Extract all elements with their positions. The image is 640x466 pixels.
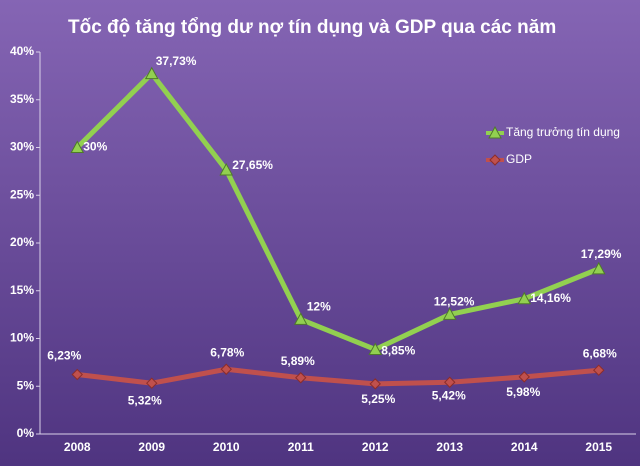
marker: [518, 371, 530, 383]
data-label: 37,73%: [156, 54, 197, 68]
data-label: 8,85%: [381, 344, 415, 358]
y-tick-label: 10%: [10, 331, 34, 345]
data-label: 5,25%: [361, 392, 395, 406]
y-tick-label: 30%: [10, 140, 34, 154]
marker: [442, 307, 457, 320]
y-tick-label: 0%: [17, 426, 35, 440]
x-tick-label: 2015: [585, 440, 612, 454]
data-label: 6,23%: [47, 349, 81, 363]
marker: [593, 364, 605, 376]
marker: [70, 140, 85, 153]
data-label: 6,78%: [210, 345, 244, 359]
data-label: 6,68%: [583, 346, 617, 360]
y-tick-label: 25%: [10, 187, 34, 201]
marker: [591, 261, 606, 275]
y-tick-label: 20%: [10, 235, 34, 249]
data-label: 17,29%: [581, 247, 622, 261]
marker: [488, 125, 502, 139]
x-tick-label: 2014: [511, 440, 538, 454]
data-label: 30%: [83, 140, 107, 154]
chart-title: Tốc độ tăng tổng dư nợ tín dụng và GDP q…: [68, 17, 556, 38]
data-label: 5,32%: [128, 393, 162, 407]
series-line: [76, 366, 599, 387]
marker: [71, 368, 83, 381]
y-tick-label: 15%: [10, 283, 34, 297]
data-label: 5,98%: [506, 385, 540, 399]
x-tick-label: 2009: [138, 440, 165, 454]
data-label: 12%: [307, 300, 331, 314]
marker: [489, 154, 501, 166]
x-tick-label: 2013: [436, 440, 463, 454]
marker: [144, 66, 159, 80]
marker: [444, 376, 456, 388]
data-label: 5,42%: [432, 388, 466, 402]
x-tick-label: 2012: [362, 440, 389, 454]
y-tick-label: 35%: [10, 92, 34, 106]
data-label: 12,52%: [434, 295, 475, 309]
legend-label: GDP: [506, 152, 532, 166]
marker: [293, 312, 308, 325]
series-line: [75, 71, 600, 352]
marker: [517, 291, 532, 305]
data-label: 14,16%: [530, 291, 571, 305]
legend-label: Tăng trưởng tín dụng: [506, 125, 620, 139]
x-tick-label: 2008: [64, 440, 91, 454]
marker: [219, 162, 234, 176]
marker: [369, 378, 381, 390]
marker: [220, 363, 232, 375]
y-tick-label: 5%: [17, 378, 35, 392]
x-tick-label: 2010: [213, 440, 240, 454]
data-label: 27,65%: [232, 158, 273, 172]
marker: [368, 342, 383, 355]
y-tick-label: 40%: [10, 44, 34, 58]
marker: [295, 372, 307, 384]
marker: [146, 377, 158, 389]
data-label: 5,89%: [281, 354, 315, 368]
x-tick-label: 2011: [288, 440, 314, 454]
